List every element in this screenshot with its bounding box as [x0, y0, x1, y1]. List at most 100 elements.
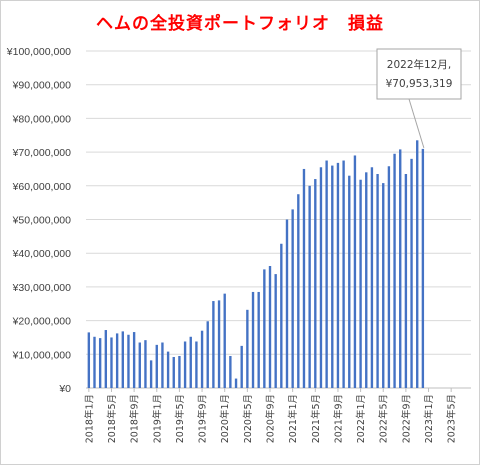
y-tick-label: ¥20,000,000 — [12, 316, 72, 328]
callout-box — [376, 48, 462, 100]
bar — [342, 160, 345, 388]
bar-series — [87, 140, 425, 388]
y-tick-label: ¥70,000,000 — [12, 147, 72, 159]
bar — [206, 321, 209, 388]
bar — [353, 155, 357, 388]
bar — [399, 149, 402, 388]
bar — [246, 309, 249, 388]
bar — [195, 341, 198, 388]
bar — [138, 342, 141, 388]
bar — [370, 167, 374, 388]
x-tick-label: 2018年1月 — [83, 394, 95, 443]
bar — [161, 342, 164, 388]
bar — [393, 153, 396, 388]
callout-leader-line — [408, 98, 425, 149]
bar — [319, 167, 323, 388]
bar — [308, 185, 311, 388]
bar — [285, 219, 289, 388]
y-tick-label: ¥30,000,000 — [12, 282, 72, 294]
bar — [416, 140, 419, 388]
bar — [257, 291, 260, 388]
x-tick-label: 2023年5月 — [446, 394, 458, 443]
bar — [314, 179, 317, 388]
x-tick-label: 2019年5月 — [174, 394, 186, 443]
x-tick-label: 2021年1月 — [287, 394, 299, 443]
x-tick-label: 2020年9月 — [265, 394, 277, 443]
x-tick-label: 2020年5月 — [242, 394, 254, 443]
x-tick-label: 2021年5月 — [310, 394, 322, 443]
x-tick-label: 2022年5月 — [378, 394, 390, 443]
bar — [331, 165, 334, 388]
y-tick-label: ¥10,000,000 — [12, 349, 72, 361]
y-axis-ticks: ¥0 ¥10,000,000 ¥20,000,000 ¥30,000,000 ¥40,0… — [6, 46, 71, 395]
bar — [421, 148, 425, 388]
bar — [149, 360, 153, 388]
x-tick-label: 2019年9月 — [197, 394, 209, 443]
bar — [229, 355, 232, 388]
bar — [404, 174, 408, 388]
x-tick-label: 2019年1月 — [151, 394, 163, 443]
bar — [251, 291, 255, 388]
bar — [302, 168, 306, 388]
bar — [178, 355, 181, 388]
bar — [144, 340, 147, 388]
bar — [155, 344, 158, 388]
x-tick-label: 2018年9月 — [129, 394, 141, 443]
bar — [87, 332, 91, 388]
bar — [325, 160, 328, 388]
bar — [172, 356, 175, 388]
bar — [200, 330, 204, 388]
bar — [410, 158, 413, 388]
bar — [280, 243, 283, 388]
y-tick-label: ¥60,000,000 — [12, 181, 72, 193]
y-tick-label: ¥100,000,000 — [6, 46, 71, 58]
bar — [240, 345, 243, 388]
bar — [348, 175, 351, 388]
bar — [98, 338, 102, 388]
x-tick-label: 2023年1月 — [423, 394, 435, 443]
bar — [217, 300, 221, 388]
bar — [115, 333, 119, 388]
y-tick-label: ¥40,000,000 — [12, 248, 72, 260]
x-tick-label: 2021年9月 — [332, 394, 344, 443]
y-tick-label: ¥50,000,000 — [12, 215, 72, 227]
bar — [382, 183, 385, 388]
bar — [166, 351, 170, 388]
callout-date: 2022年12月, — [387, 58, 451, 71]
bar — [110, 337, 113, 388]
bar — [336, 162, 340, 388]
bar — [376, 174, 379, 388]
bar — [274, 274, 277, 388]
x-axis-ticks: 2018年1月 2018年5月 2018年9月 2019年1月 2019年5月 2019年… — [83, 388, 458, 443]
callout-value: ¥70,953,319 — [386, 78, 453, 90]
y-tick-label: ¥90,000,000 — [12, 80, 72, 92]
bar — [104, 330, 108, 388]
x-tick-label: 2022年9月 — [400, 394, 412, 443]
bar — [291, 209, 294, 388]
bar — [234, 378, 238, 388]
x-tick-label: 2022年1月 — [355, 394, 367, 443]
bar — [183, 341, 187, 388]
bar — [268, 266, 272, 388]
bar — [212, 301, 215, 388]
bar — [223, 293, 226, 388]
bar — [127, 334, 130, 388]
chart-title: ヘムの全投資ポートフォリオ 損益 — [96, 14, 384, 34]
bar — [387, 166, 391, 388]
bar — [93, 336, 96, 388]
bar — [132, 332, 136, 388]
grid-lines — [86, 50, 471, 389]
x-tick-label: 2018年5月 — [106, 394, 118, 443]
bar — [189, 336, 192, 388]
data-callout: 2022年12月, ¥70,953,319 — [376, 48, 462, 149]
bar — [121, 331, 124, 388]
bar — [365, 172, 368, 388]
x-tick-label: 2020年1月 — [219, 394, 231, 443]
bar — [263, 269, 266, 388]
y-tick-label: ¥80,000,000 — [12, 113, 72, 125]
bar — [359, 179, 362, 388]
y-tick-label: ¥0 — [58, 383, 71, 395]
bar — [297, 194, 300, 388]
